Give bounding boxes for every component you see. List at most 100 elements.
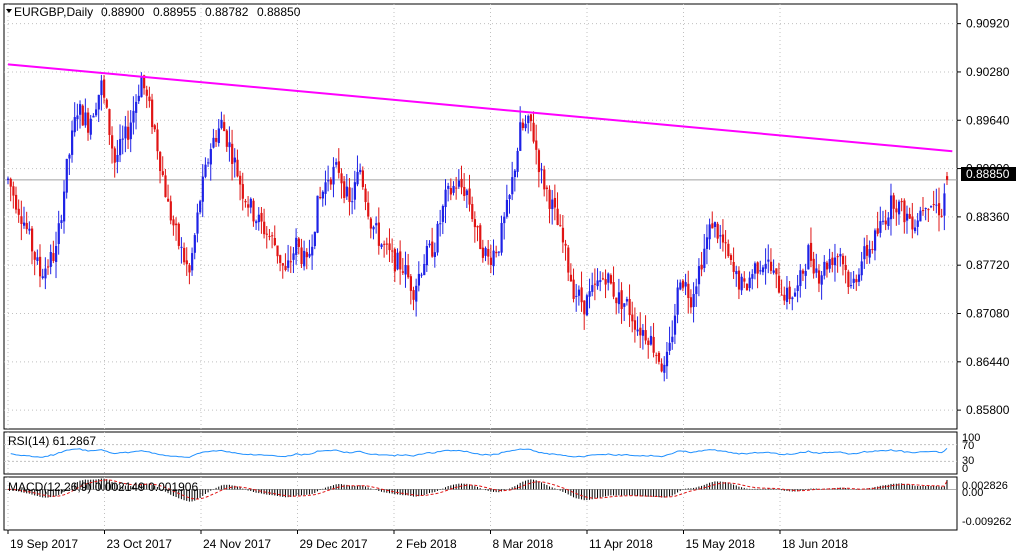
candle-body bbox=[561, 227, 565, 243]
candle-body bbox=[628, 299, 631, 316]
candle-body bbox=[156, 129, 159, 152]
candle-body bbox=[857, 274, 861, 282]
candle-body bbox=[300, 247, 303, 265]
date-tick-label: 19 Sep 2017 bbox=[10, 537, 78, 551]
candle-body bbox=[815, 268, 818, 273]
candle-body bbox=[436, 223, 439, 253]
current-price-label: 0.88850 bbox=[966, 167, 1010, 181]
symbol-label: EURGBP,Daily bbox=[14, 5, 93, 19]
candle-body bbox=[76, 115, 79, 120]
candle-body bbox=[9, 178, 12, 187]
candle-body bbox=[164, 175, 167, 198]
price-tick-label: 0.90280 bbox=[966, 65, 1010, 79]
candle-body bbox=[113, 148, 116, 163]
candle-body bbox=[609, 275, 613, 284]
candle-body bbox=[844, 264, 847, 271]
candle-body bbox=[719, 235, 722, 237]
candle-body bbox=[295, 237, 298, 255]
candle-body bbox=[487, 249, 490, 257]
candle-body bbox=[793, 292, 797, 297]
candle-body bbox=[532, 122, 535, 142]
candle-body bbox=[60, 220, 63, 223]
candle-body bbox=[89, 118, 92, 135]
date-tick-label: 23 Oct 2017 bbox=[107, 537, 173, 551]
candle-body bbox=[55, 245, 58, 262]
candle-body bbox=[940, 215, 943, 217]
candle-body bbox=[823, 261, 826, 276]
candle-body bbox=[820, 275, 823, 285]
candle-body bbox=[759, 270, 762, 272]
candle-body bbox=[812, 258, 815, 274]
candle-body bbox=[417, 273, 421, 286]
candle-body bbox=[257, 214, 260, 223]
rsi-level-70: 70 bbox=[962, 440, 974, 452]
candle-body bbox=[489, 257, 493, 265]
candle-body bbox=[729, 255, 733, 261]
candle-body bbox=[727, 243, 730, 257]
candle-body bbox=[921, 210, 925, 212]
candle-body bbox=[105, 99, 108, 108]
candle-body bbox=[524, 123, 527, 129]
candle-body bbox=[361, 170, 364, 188]
candle-body bbox=[855, 279, 858, 283]
candle-body bbox=[492, 250, 495, 267]
candle-body bbox=[252, 200, 255, 222]
candle-body bbox=[649, 335, 653, 345]
candle-body bbox=[508, 195, 511, 199]
candle-body bbox=[828, 259, 831, 269]
candle-body bbox=[73, 117, 76, 133]
high-value: 0.88955 bbox=[153, 5, 197, 19]
candle-body bbox=[591, 285, 594, 292]
candle-body bbox=[620, 290, 623, 310]
candle-body bbox=[879, 221, 882, 233]
candle-body bbox=[567, 247, 570, 273]
candle-body bbox=[585, 295, 589, 316]
candle-body bbox=[228, 142, 231, 148]
date-tick-label: 8 Mar 2018 bbox=[493, 537, 554, 551]
candle-body bbox=[401, 271, 405, 273]
candle-body bbox=[433, 252, 437, 258]
candle-body bbox=[425, 245, 429, 266]
candle-body bbox=[527, 115, 530, 124]
candle-body bbox=[831, 257, 834, 266]
candle-body bbox=[20, 216, 23, 224]
candle-body bbox=[860, 261, 863, 276]
candle-body bbox=[340, 173, 343, 184]
date-tick-label: 29 Dec 2017 bbox=[300, 537, 368, 551]
candle-body bbox=[607, 273, 610, 283]
candle-body bbox=[679, 282, 682, 290]
candle-body bbox=[540, 169, 543, 171]
candle-body bbox=[255, 221, 258, 224]
candle-body bbox=[329, 179, 332, 185]
candle-body bbox=[279, 255, 282, 263]
candle-body bbox=[655, 354, 658, 356]
candle-body bbox=[353, 182, 356, 200]
candle-body bbox=[916, 220, 919, 227]
candle-body bbox=[503, 216, 506, 224]
candle-body bbox=[644, 330, 647, 341]
candle-body bbox=[599, 280, 602, 283]
candle-body bbox=[601, 278, 605, 280]
chevron-down-icon[interactable] bbox=[6, 9, 12, 13]
candle-body bbox=[529, 114, 533, 122]
candle-body bbox=[636, 329, 639, 332]
candle-body bbox=[204, 164, 207, 177]
candle-body bbox=[468, 188, 471, 205]
macd-tick-zero: 0.00 bbox=[962, 487, 983, 499]
candle-body bbox=[633, 320, 637, 330]
candle-body bbox=[868, 249, 871, 258]
candle-body bbox=[359, 169, 362, 173]
candle-body bbox=[836, 256, 839, 258]
candle-body bbox=[297, 238, 300, 247]
candle-body bbox=[185, 260, 188, 265]
trendline[interactable] bbox=[7, 63, 953, 153]
candle-body bbox=[239, 175, 242, 185]
candle-body bbox=[479, 225, 482, 249]
candle-body bbox=[641, 330, 645, 336]
candle-body bbox=[409, 276, 413, 291]
rsi-level-30: 30 bbox=[962, 455, 974, 467]
candle-body bbox=[39, 256, 42, 277]
candle-body bbox=[639, 327, 642, 336]
candle-body bbox=[303, 250, 306, 267]
